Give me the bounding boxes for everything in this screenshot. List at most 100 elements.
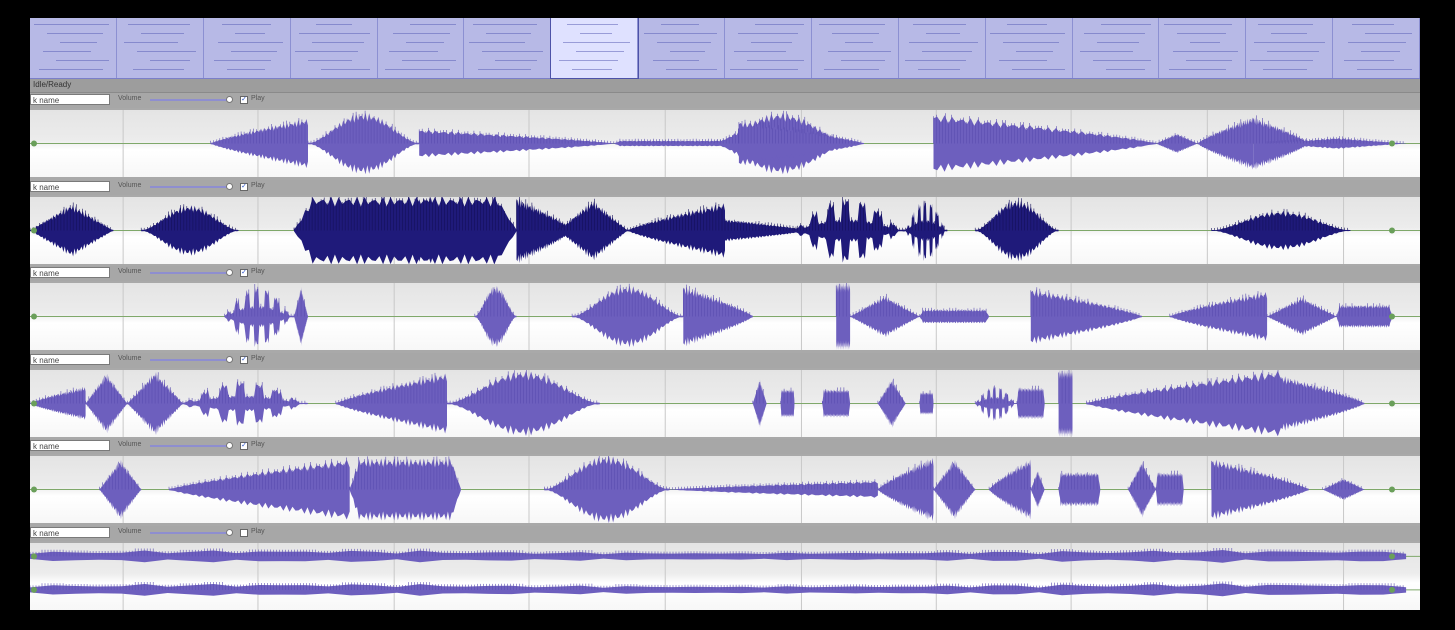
end-marker[interactable]: [1389, 400, 1395, 406]
audio-clip[interactable]: [877, 378, 906, 428]
audio-clip[interactable]: [613, 140, 739, 147]
audio-clip[interactable]: [933, 459, 976, 520]
overview-column[interactable]: [117, 18, 204, 78]
audio-clip[interactable]: [544, 456, 670, 523]
overview-column[interactable]: [204, 18, 291, 78]
overview-column[interactable]: [725, 18, 812, 78]
end-marker[interactable]: [1389, 227, 1395, 233]
audio-clip[interactable]: [975, 199, 1059, 261]
overview-column[interactable]: [1159, 18, 1247, 78]
overview-column[interactable]: [899, 18, 986, 78]
volume-slider-handle[interactable]: [226, 528, 233, 536]
volume-slider-handle[interactable]: [226, 269, 233, 276]
audio-clip[interactable]: [30, 549, 1407, 563]
audio-clip[interactable]: [683, 286, 753, 347]
overview-strip[interactable]: [30, 18, 1420, 79]
overview-column[interactable]: [1073, 18, 1160, 78]
overview-column[interactable]: [812, 18, 899, 78]
waveform-area[interactable]: [30, 369, 1420, 437]
audio-clip[interactable]: [794, 197, 906, 263]
end-marker[interactable]: [1389, 552, 1395, 559]
audio-clip[interactable]: [335, 373, 447, 433]
volume-slider[interactable]: [150, 445, 228, 447]
waveform-area[interactable]: [30, 110, 1420, 177]
end-marker[interactable]: [1389, 586, 1395, 593]
waveform-area[interactable]: [30, 196, 1420, 264]
audio-clip[interactable]: [975, 385, 1017, 421]
audio-clip[interactable]: [1197, 117, 1254, 170]
volume-slider-handle[interactable]: [226, 355, 233, 363]
end-marker[interactable]: [1389, 313, 1395, 320]
waveform-area[interactable]: [30, 456, 1420, 523]
track-name-field[interactable]: k name: [30, 440, 110, 451]
audio-clip[interactable]: [182, 380, 308, 426]
volume-slider[interactable]: [150, 185, 228, 188]
audio-clip[interactable]: [1267, 297, 1337, 336]
start-marker[interactable]: [31, 140, 37, 147]
audio-clip[interactable]: [738, 121, 864, 166]
play-checkbox[interactable]: ✓: [240, 355, 248, 364]
start-marker[interactable]: [31, 227, 37, 233]
play-checkbox[interactable]: ✓: [240, 269, 248, 277]
overview-column[interactable]: [464, 18, 552, 78]
overview-column[interactable]: [30, 18, 117, 78]
overview-column[interactable]: [1246, 18, 1334, 78]
audio-clip[interactable]: [1128, 461, 1156, 518]
start-marker[interactable]: [31, 486, 37, 493]
volume-slider[interactable]: [150, 531, 228, 534]
audio-clip[interactable]: [474, 285, 517, 348]
start-marker[interactable]: [31, 552, 37, 559]
audio-clip[interactable]: [308, 112, 420, 175]
audio-clip[interactable]: [572, 285, 684, 348]
audio-clip[interactable]: [669, 481, 878, 498]
play-checkbox[interactable]: [240, 528, 248, 537]
end-marker[interactable]: [1389, 486, 1395, 493]
overview-column[interactable]: [291, 18, 378, 78]
start-marker[interactable]: [31, 313, 37, 320]
audio-clip[interactable]: [1155, 472, 1184, 507]
waveform-area[interactable]: [30, 542, 1420, 610]
overview-column[interactable]: [378, 18, 465, 78]
start-marker[interactable]: [31, 400, 37, 406]
start-marker[interactable]: [31, 586, 37, 593]
play-checkbox[interactable]: ✓: [240, 182, 248, 191]
audio-clip[interactable]: [349, 458, 461, 521]
volume-slider[interactable]: [150, 99, 228, 101]
track-name-field[interactable]: k name: [30, 526, 110, 538]
waveform-area[interactable]: [30, 283, 1420, 350]
audio-clip[interactable]: [85, 373, 128, 433]
audio-clip[interactable]: [850, 295, 920, 338]
audio-clip[interactable]: [30, 204, 114, 256]
audio-clip[interactable]: [989, 459, 1031, 520]
track-name-field[interactable]: k name: [30, 267, 110, 278]
volume-slider-handle[interactable]: [226, 96, 233, 103]
audio-clip[interactable]: [822, 388, 851, 418]
audio-clip[interactable]: [905, 199, 948, 261]
volume-slider-handle[interactable]: [226, 442, 233, 449]
audio-clip[interactable]: [1322, 478, 1365, 501]
audio-clip[interactable]: [99, 459, 142, 520]
volume-slider[interactable]: [150, 358, 228, 361]
end-marker[interactable]: [1389, 140, 1395, 147]
audio-clip[interactable]: [1281, 375, 1365, 431]
track-name-field[interactable]: k name: [30, 94, 110, 105]
overview-column[interactable]: [550, 18, 640, 79]
audio-clip[interactable]: [725, 219, 809, 241]
audio-clip[interactable]: [1030, 289, 1142, 344]
audio-clip[interactable]: [558, 200, 628, 260]
play-checkbox[interactable]: ✓: [240, 96, 248, 104]
audio-clip[interactable]: [1016, 387, 1045, 419]
audio-clip[interactable]: [1155, 133, 1198, 154]
overview-column[interactable]: [1333, 18, 1420, 78]
overview-column[interactable]: [986, 18, 1073, 78]
play-checkbox[interactable]: ✓: [240, 442, 248, 450]
audio-clip[interactable]: [1058, 472, 1101, 507]
overview-column[interactable]: [638, 18, 725, 78]
track-name-field[interactable]: k name: [30, 180, 110, 192]
audio-clip[interactable]: [224, 286, 295, 347]
volume-slider-handle[interactable]: [226, 182, 233, 190]
audio-clip[interactable]: [30, 583, 1407, 596]
volume-slider[interactable]: [150, 272, 228, 274]
audio-clip[interactable]: [919, 309, 990, 324]
track-name-field[interactable]: k name: [30, 353, 110, 365]
